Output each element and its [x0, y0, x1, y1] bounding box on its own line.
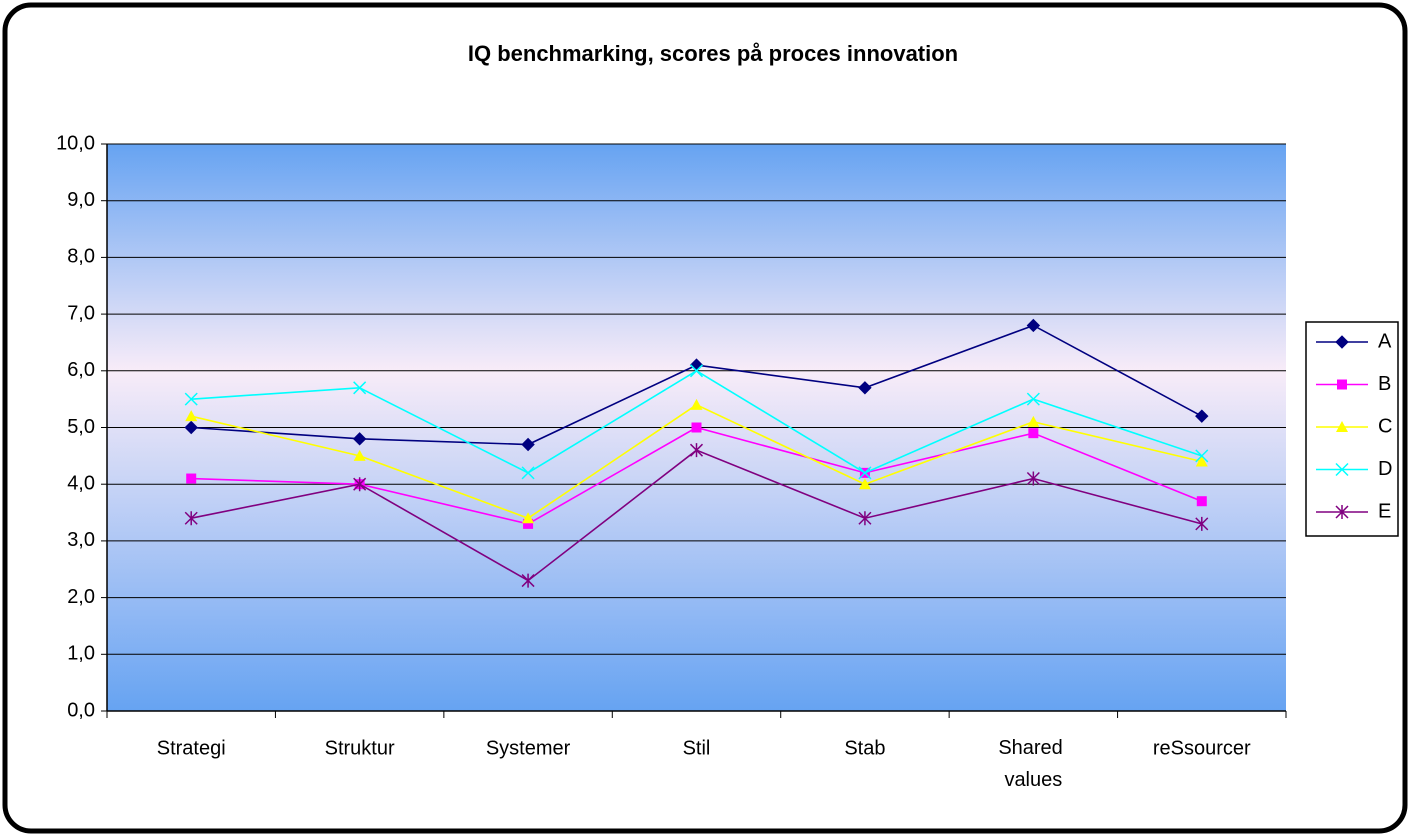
x-tick-label: Shared values	[998, 737, 1068, 791]
x-tick-label: reSsourcer	[1153, 737, 1251, 759]
marker	[1195, 455, 1208, 467]
legend-marker	[1336, 421, 1348, 432]
y-tick-label: 4,0	[67, 472, 95, 494]
marker	[1337, 379, 1347, 390]
marker	[353, 477, 367, 492]
y-tick-label: 7,0	[67, 302, 95, 324]
marker	[1027, 415, 1040, 427]
x-tick-label: Struktur	[325, 737, 395, 759]
marker	[1335, 335, 1349, 349]
marker	[1195, 409, 1209, 423]
legend-marker	[1335, 505, 1349, 519]
marker	[184, 420, 198, 435]
marker	[521, 437, 535, 452]
y-tick-label: 5,0	[67, 416, 95, 438]
marker	[1196, 496, 1207, 507]
marker	[1026, 318, 1041, 333]
legend-marker	[1335, 462, 1349, 477]
marker	[689, 364, 704, 378]
marker	[858, 511, 872, 526]
x-tick-label: Strategi	[157, 737, 226, 759]
y-tick-label: 9,0	[67, 189, 95, 211]
legend-marker	[1335, 335, 1349, 349]
marker	[521, 466, 535, 480]
legend-label: C	[1378, 415, 1392, 437]
y-tick-label: 10,0	[56, 132, 95, 154]
marker	[1026, 471, 1040, 486]
marker	[858, 466, 872, 480]
marker	[186, 473, 197, 484]
marker	[1195, 449, 1209, 463]
marker	[185, 410, 198, 422]
y-tick-label: 3,0	[67, 529, 95, 551]
y-tick-label: 2,0	[67, 586, 95, 608]
marker	[689, 443, 704, 458]
legend-label: A	[1378, 330, 1392, 352]
marker	[1195, 516, 1209, 531]
marker	[690, 398, 703, 410]
marker	[1335, 462, 1349, 477]
x-tick-label: Stab	[844, 737, 885, 759]
marker	[691, 422, 702, 433]
marker	[1335, 505, 1349, 519]
marker	[1026, 392, 1040, 406]
x-tick-label: Systemer	[486, 737, 571, 759]
legend-label: B	[1378, 373, 1391, 395]
chart-title: IQ benchmarking, scores på proces innova…	[468, 41, 958, 66]
legend-marker	[1337, 379, 1347, 390]
marker	[184, 511, 198, 526]
x-tick-label: Stil	[683, 737, 711, 759]
y-tick-label: 8,0	[67, 246, 95, 268]
legend-label: E	[1378, 500, 1391, 522]
legend	[1305, 321, 1399, 537]
marker	[521, 573, 535, 588]
y-tick-label: 1,0	[67, 643, 95, 665]
marker	[522, 512, 535, 524]
marker	[184, 392, 198, 406]
y-tick-label: 6,0	[67, 359, 95, 381]
legend-label: D	[1378, 458, 1392, 480]
marker	[858, 478, 871, 490]
marker	[858, 381, 872, 395]
marker	[353, 381, 367, 395]
marker	[523, 518, 534, 529]
marker	[352, 432, 367, 446]
y-tick-label: 0,0	[67, 699, 95, 721]
marker	[1028, 428, 1039, 439]
marker	[1336, 421, 1348, 432]
marker	[353, 449, 366, 461]
